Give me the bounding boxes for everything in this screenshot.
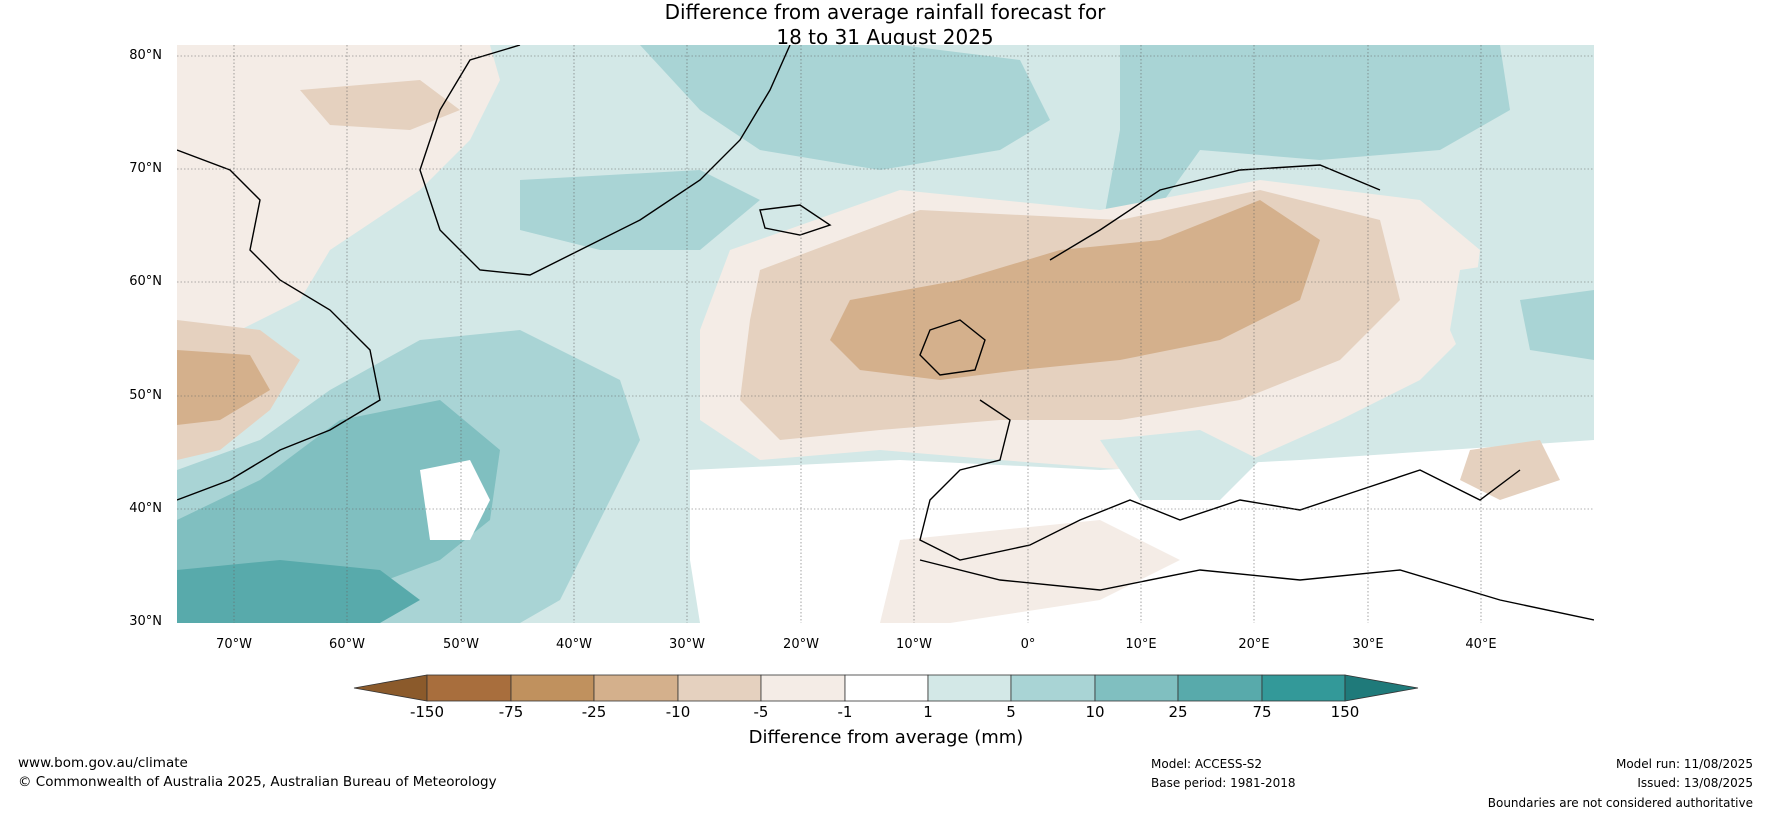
colorbar-label: 1 [923, 703, 933, 721]
website-link[interactable]: www.bom.gov.au/climate [18, 755, 188, 771]
lat-tick-label: 60°N [129, 274, 162, 289]
colorbar-label: 75 [1252, 703, 1272, 721]
colorbar-swatch [593, 674, 679, 702]
lon-tick-label: 40°W [556, 637, 592, 652]
colorbar-title: Difference from average (mm) [748, 727, 1024, 748]
anomaly-region [420, 460, 490, 540]
colorbar-swatch [426, 674, 512, 702]
lon-tick-label: 20°W [783, 637, 819, 652]
anomaly-region [177, 350, 270, 425]
gridlines [177, 45, 1594, 623]
lon-tick-label: 30°W [669, 637, 705, 652]
lon-tick-label: 40°E [1465, 637, 1497, 652]
colorbar-swatch [1094, 674, 1179, 702]
anomaly-region [300, 80, 460, 130]
colorbar-swatch [510, 674, 595, 702]
lat-tick-label: 30°N [129, 614, 162, 629]
issued-text: Issued: 13/08/2025 [1637, 776, 1753, 790]
colorbar-swatch [927, 674, 1012, 702]
lat-tick-label: 40°N [129, 501, 162, 516]
anomaly-region [1460, 440, 1560, 500]
lon-tick-label: 50°W [443, 637, 479, 652]
colorbar-swatch [1010, 674, 1096, 702]
colorbar-swatch [1177, 674, 1263, 702]
lat-tick-label: 70°N [129, 161, 162, 176]
colorbar-label: -10 [665, 703, 691, 721]
disclaimer-text: Boundaries are not considered authoritat… [1487, 796, 1753, 810]
lon-tick-label: 10°W [896, 637, 932, 652]
colorbar-label: 5 [1006, 703, 1016, 721]
coastlines [177, 45, 1594, 621]
lon-tick-label: 10°E [1125, 637, 1157, 652]
chart-title: Difference from average rainfall forecas… [40, 0, 1730, 50]
anomaly-region [830, 200, 1320, 380]
lon-tick-label: 70°W [216, 637, 252, 652]
anomaly-region [1520, 290, 1594, 360]
anomaly-region [880, 520, 1180, 623]
lat-tick-label: 80°N [129, 48, 162, 63]
colorbar-label: -1 [837, 703, 853, 721]
colorbar [353, 674, 1419, 702]
anomaly-region [1100, 45, 1510, 240]
anomaly-region [520, 170, 760, 250]
title-line-1: Difference from average rainfall forecas… [664, 0, 1106, 24]
colorbar-label: -5 [753, 703, 769, 721]
anomaly-region [1100, 430, 1260, 500]
colorbar-label: 25 [1168, 703, 1188, 721]
anomaly-region [640, 45, 1050, 170]
model-text: Model: ACCESS-S2 [1151, 757, 1263, 771]
colorbar-swatch [844, 674, 929, 702]
colorbar-label: 10 [1085, 703, 1105, 721]
anomaly-region [1450, 250, 1594, 400]
colorbar-label: -150 [409, 703, 445, 721]
map-area [177, 45, 1594, 623]
colorbar-label: -75 [498, 703, 524, 721]
anomaly-region [177, 400, 500, 600]
colorbar-swatch [677, 674, 762, 702]
copyright-text: © Commonwealth of Australia 2025, Austra… [18, 774, 497, 790]
model-run-text: Model run: 11/08/2025 [1615, 757, 1753, 771]
anomaly-region [177, 560, 420, 623]
colorbar-label: -25 [581, 703, 607, 721]
base-period-text: Base period: 1981-2018 [1151, 776, 1296, 790]
lon-tick-label: 20°E [1238, 637, 1270, 652]
lon-tick-label: 60°W [329, 637, 365, 652]
colorbar-arrow-right [1344, 674, 1419, 702]
lon-tick-label: 30°E [1352, 637, 1384, 652]
colorbar-swatch [760, 674, 846, 702]
lon-tick-label: 0° [1020, 637, 1036, 652]
lat-tick-label: 50°N [129, 388, 162, 403]
colorbar-label: 150 [1330, 703, 1360, 721]
colorbar-arrow-left [353, 674, 428, 702]
colorbar-swatch [1261, 674, 1346, 702]
